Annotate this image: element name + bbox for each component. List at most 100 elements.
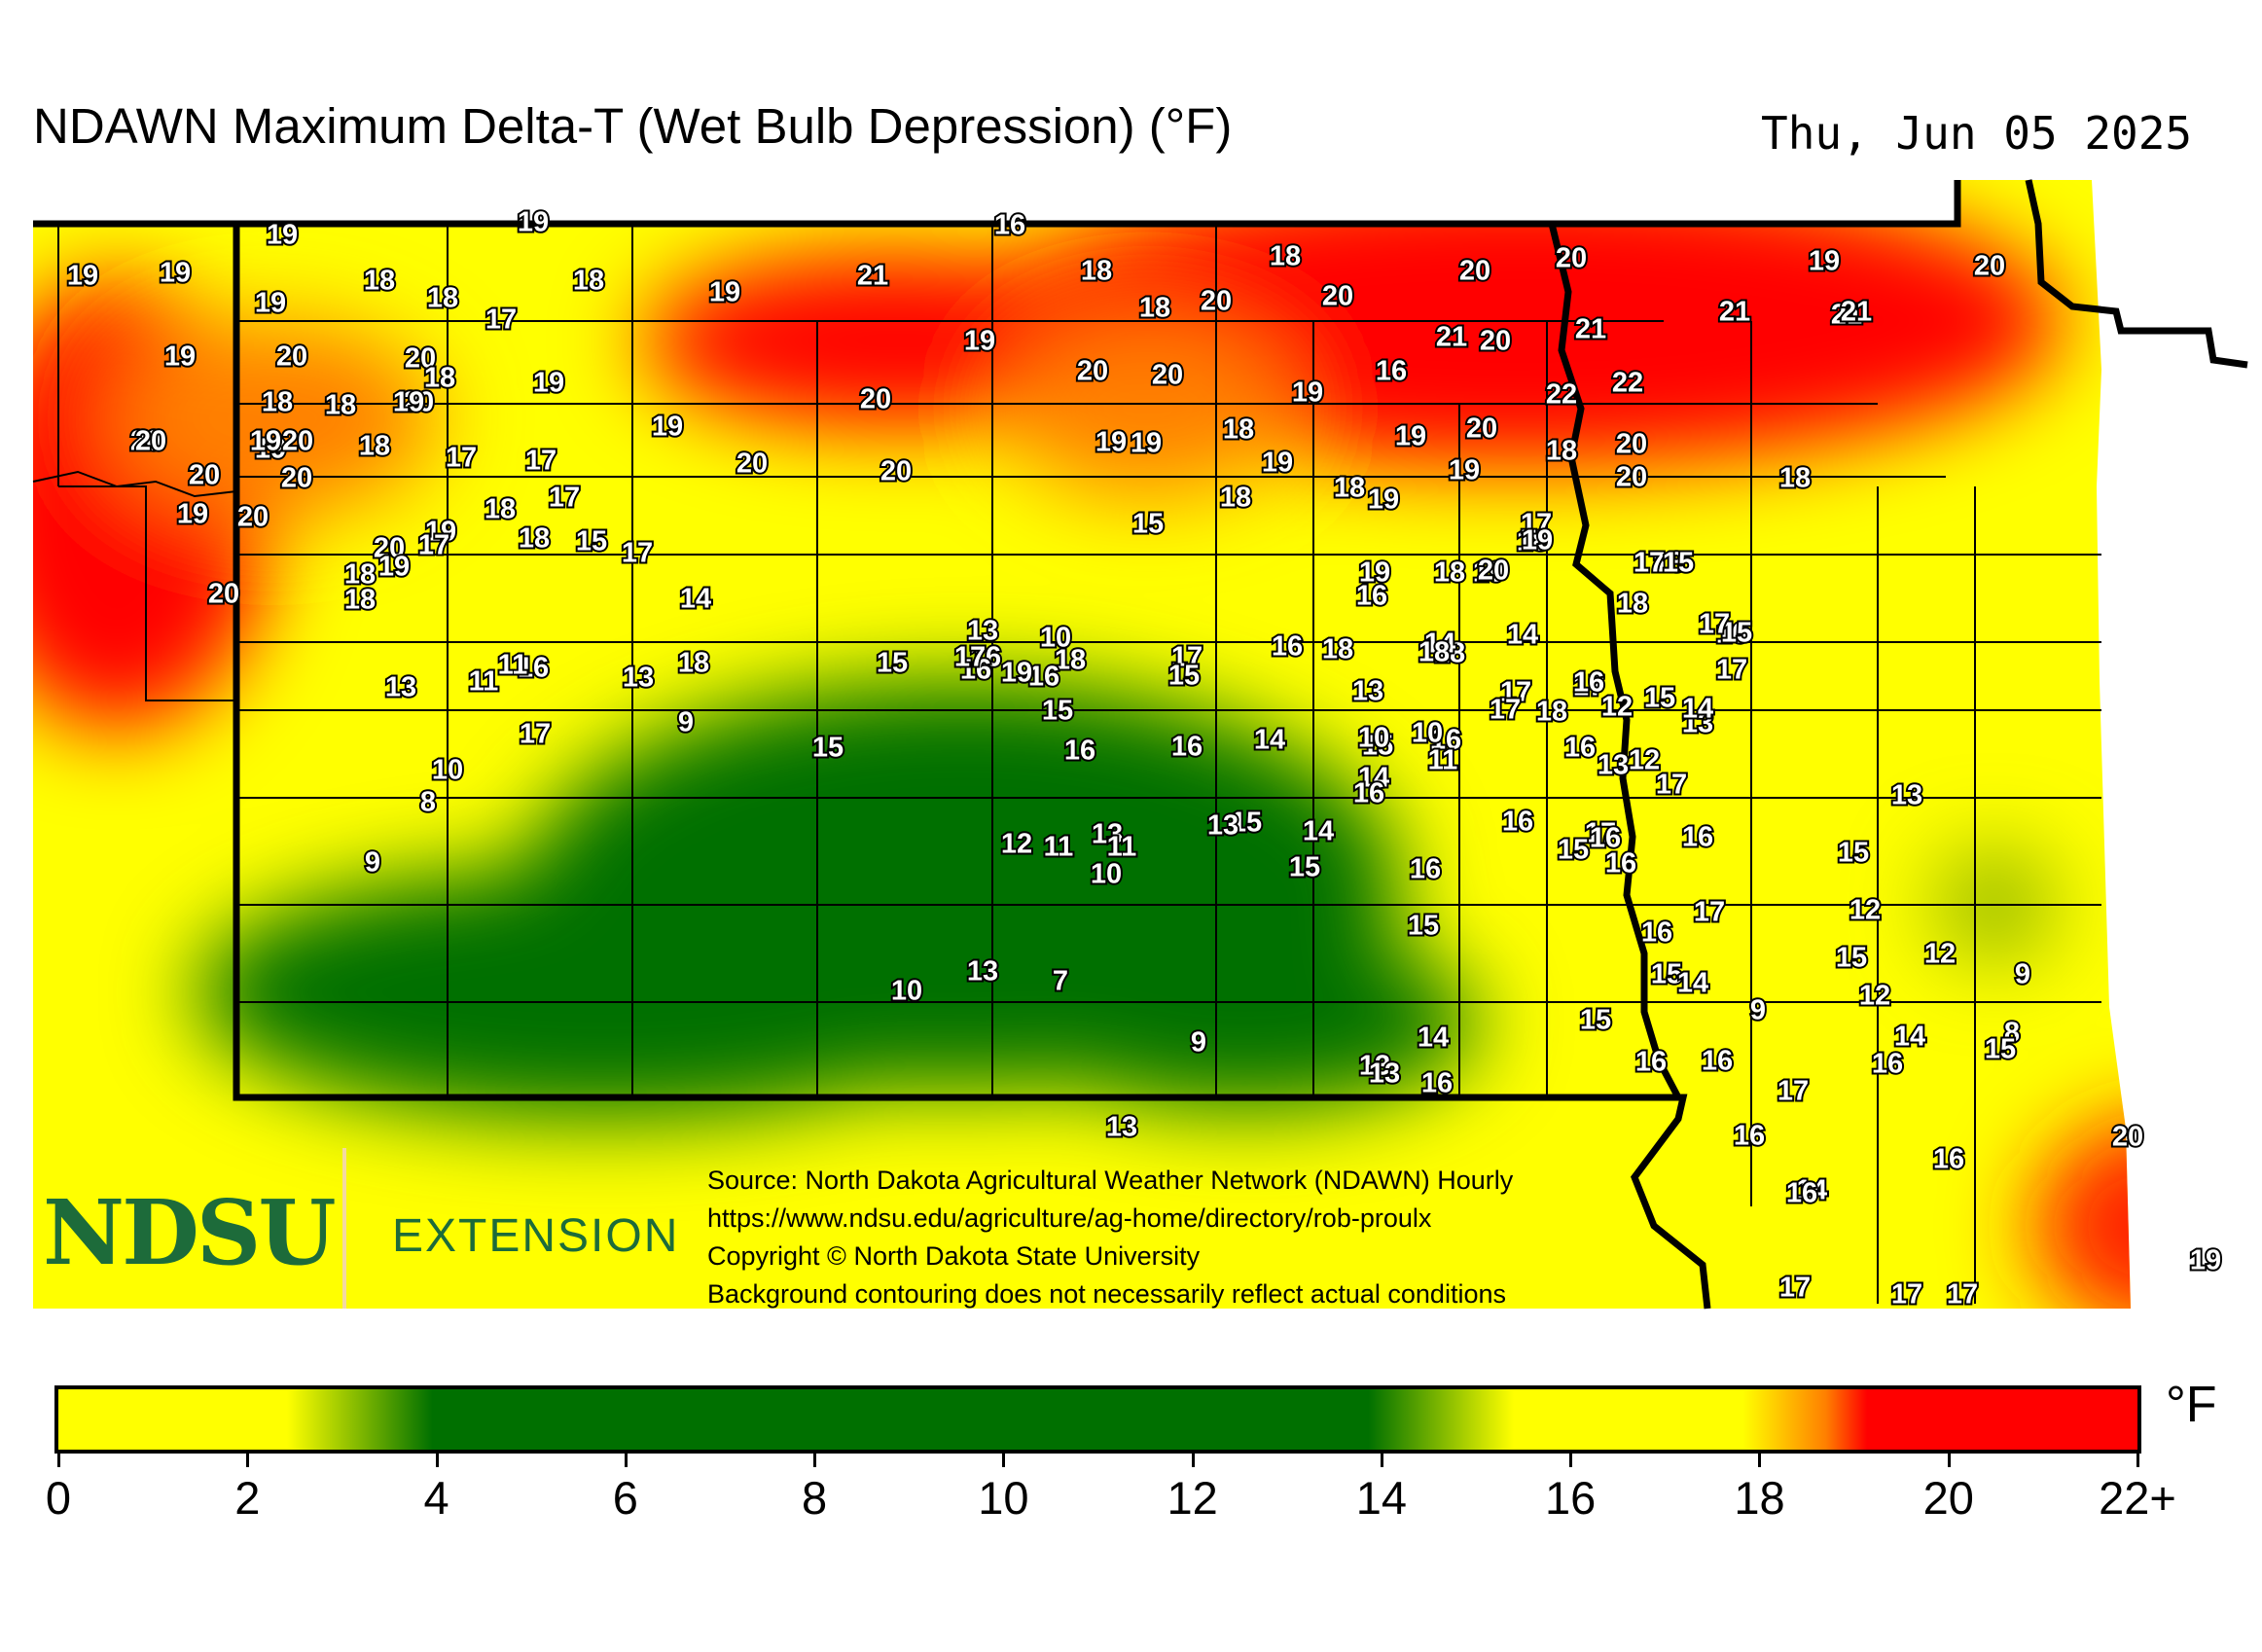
station-value-label: 20 [860,384,891,415]
station-value-label: 17 [1656,770,1687,801]
station-value-label: 16 [1353,778,1384,809]
station-value-label: 18 [1223,414,1254,446]
station-value-label: 15 [1836,943,1867,974]
source-info: Source: North Dakota Agricultural Weathe… [707,1162,1513,1313]
station-value-label: 15 [1408,911,1439,942]
station-value-label: 16 [518,653,549,684]
station-value-label: 11 [1044,832,1074,863]
station-value-label: 15 [1663,548,1694,579]
station-value-label: 9 [2015,959,2030,990]
station-value-label: 17 [1694,897,1725,928]
station-value-label: 20 [1201,286,1232,317]
station-value-label: 20 [1480,326,1511,357]
station-value-label: 16 [970,642,1001,673]
station-value-label: 19 [1262,448,1293,479]
station-value-label: 20 [282,426,313,457]
station-value-label: 22 [1546,379,1577,411]
station-value-label: 17 [1573,671,1604,702]
station-value-label: 20 [189,460,220,491]
station-value-label: 18 [1220,483,1251,514]
station-value-label: 21 [1575,314,1606,345]
station-value-label: 13 [1207,810,1239,842]
station-value-label: 15 [1838,838,1869,869]
station-value-label: 18 [344,559,376,591]
station-value-label: 9 [678,707,694,738]
station-value-label: 19 [1368,485,1399,516]
station-value-label: 18 [1434,638,1465,669]
station-value-label: 18 [1517,526,1548,557]
station-value-label: 17 [1779,1273,1811,1304]
legend-tick-label: 10 [978,1472,1029,1524]
station-value-label: 15 [1042,696,1073,727]
station-value-label: 15 [1721,618,1752,649]
station-value-label: 19 [255,434,286,465]
station-value-label: 21 [1841,297,1872,328]
station-value-label: 16 [1716,619,1747,650]
station-value-label: 19 [1473,557,1504,589]
station-value-label: 15 [877,648,908,679]
station-value-label: 15 [1132,509,1164,540]
station-value-label: 18 [573,266,604,297]
station-value-label: 17 [954,642,986,673]
station-value-label: 20 [1974,251,2005,282]
station-value-label: 11 [498,650,528,681]
station-value-label: 16 [1064,736,1095,767]
station-value-label: 20 [130,426,162,457]
station-value-label: 15 [812,733,844,764]
station-value-label: 16 [1933,1144,1964,1175]
station-value-label: 19 [67,261,98,292]
legend-tick-mark [813,1454,817,1467]
station-value-label: 16 [1682,822,1713,853]
station-value-label: 15 [1651,959,1682,990]
station-value-label: 11 [469,666,499,698]
station-value-label: 19 [250,426,281,457]
station-value-label: 17 [1777,1076,1809,1107]
station-value-label: 10 [1412,718,1443,749]
station-value-label: 18 [678,648,709,679]
station-value-label: 15 [1985,1034,2016,1065]
station-value-label: 20 [374,533,405,564]
station-value-label: 19 [709,277,740,308]
station-value-label: 18 [325,390,356,421]
station-value-label: 16 [1734,1121,1765,1152]
station-value-label: 22 [1612,368,1643,399]
station-value-label: 11 [1428,745,1458,776]
county-lines [32,224,2101,1304]
station-value-label: 15 [1362,731,1393,762]
station-value-label: 8 [420,787,436,818]
station-value-label: 9 [1750,995,1766,1026]
station-value-label: 15 [1168,661,1200,692]
station-value-label: 17 [1171,642,1203,673]
station-value-label: 18 [424,363,455,394]
legend-tick-label: 14 [1355,1472,1408,1524]
station-value-label: 18 [485,494,516,525]
source-line: Source: North Dakota Agricultural Weathe… [707,1166,1514,1195]
station-value-label: 16 [1376,356,1407,387]
station-value-label: 16 [1872,1049,1903,1080]
station-value-label: 18 [1617,589,1648,620]
map-date: Thu, Jun 05 2025 [1761,107,2193,160]
station-value-label: 14 [680,584,711,615]
station-value-label: 18 [1434,557,1465,589]
station-value-label: 19 [1809,246,1840,277]
station-value-label: 14 [1677,968,1708,999]
station-value-label: 14 [1254,725,1285,756]
station-value-label: 17 [1521,509,1552,540]
station-value-label: 16 [1356,581,1387,612]
station-value-label: 18 [1418,637,1450,668]
station-value-label: 19 [1522,525,1553,557]
station-value-label: 19 [652,412,683,443]
legend-tick-mark [1947,1454,1951,1467]
station-value-label: 13 [1891,780,1922,811]
extension-label: EXTENSION [392,1210,680,1262]
station-value-label: 18 [364,266,395,297]
station-value-label: 17 [1634,548,1665,579]
station-value-label: 18 [262,387,293,418]
copyright-line: Copyright © North Dakota State Universit… [707,1241,1201,1271]
station-value-label: 18 [1536,697,1567,728]
station-value-label: 16 [994,210,1025,241]
station-value-label: 17 [485,305,517,336]
station-value-label: 16 [1421,1068,1453,1099]
station-value-label: 13 [1369,1059,1400,1090]
station-value-label: 10 [1091,859,1122,890]
